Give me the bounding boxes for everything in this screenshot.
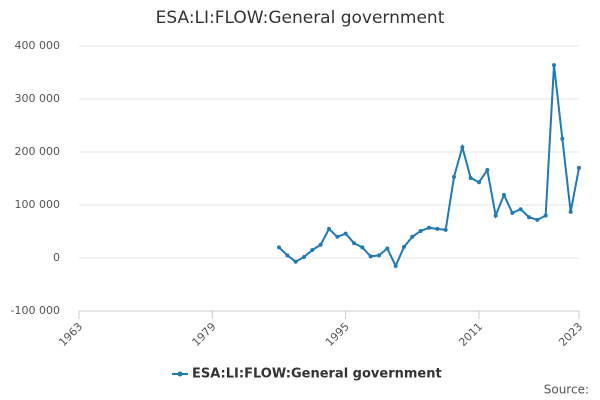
data-point bbox=[327, 226, 331, 231]
legend-label: ESA:LI:FLOW:General government bbox=[192, 367, 442, 382]
data-point bbox=[343, 231, 348, 236]
y-tick-label: -100 000 bbox=[11, 304, 60, 317]
x-tick-label: 2011 bbox=[456, 320, 485, 349]
data-point bbox=[568, 209, 573, 214]
data-point bbox=[277, 245, 281, 250]
data-point bbox=[435, 226, 440, 231]
data-point bbox=[352, 241, 356, 246]
y-tick-label: 400 000 bbox=[15, 39, 61, 52]
data-point bbox=[427, 225, 431, 230]
data-point bbox=[402, 244, 406, 249]
data-point bbox=[552, 63, 556, 68]
data-point bbox=[368, 254, 373, 259]
data-point bbox=[535, 217, 540, 222]
data-point bbox=[560, 136, 565, 141]
data-point bbox=[360, 245, 365, 250]
x-tick-label: 2023 bbox=[556, 320, 585, 349]
y-tick-label: 100 000 bbox=[15, 198, 61, 211]
data-point bbox=[518, 207, 523, 212]
data-point bbox=[302, 254, 306, 259]
data-point bbox=[477, 180, 481, 185]
data-point bbox=[293, 259, 298, 264]
data-point bbox=[468, 175, 473, 180]
data-point bbox=[385, 246, 390, 251]
data-point bbox=[285, 253, 290, 258]
y-tick-label: 0 bbox=[53, 251, 60, 264]
y-tick-label: 200 000 bbox=[15, 145, 61, 158]
data-point bbox=[502, 192, 506, 197]
data-point bbox=[543, 213, 548, 218]
data-point bbox=[410, 234, 415, 239]
data-point bbox=[310, 248, 315, 253]
data-point bbox=[510, 210, 515, 215]
x-tick-label: 1963 bbox=[56, 320, 85, 349]
data-point bbox=[393, 263, 398, 268]
x-tick-label: 1995 bbox=[323, 320, 352, 349]
x-tick-label: 1979 bbox=[190, 320, 219, 349]
data-point bbox=[493, 213, 498, 218]
data-point bbox=[443, 227, 448, 232]
data-point bbox=[377, 253, 381, 258]
series-line bbox=[278, 64, 580, 269]
data-point bbox=[577, 165, 581, 170]
source: Source: bbox=[544, 383, 589, 397]
data-point bbox=[485, 168, 490, 173]
data-point bbox=[318, 242, 323, 247]
data-point bbox=[452, 174, 456, 179]
data-point bbox=[335, 234, 340, 239]
data-point bbox=[418, 228, 423, 233]
legend-marker bbox=[177, 371, 183, 377]
chart-title: ESA:LI:FLOW:General government bbox=[156, 8, 445, 28]
data-point bbox=[527, 215, 531, 220]
y-tick-label: 300 000 bbox=[15, 92, 61, 105]
data-point bbox=[460, 145, 465, 150]
